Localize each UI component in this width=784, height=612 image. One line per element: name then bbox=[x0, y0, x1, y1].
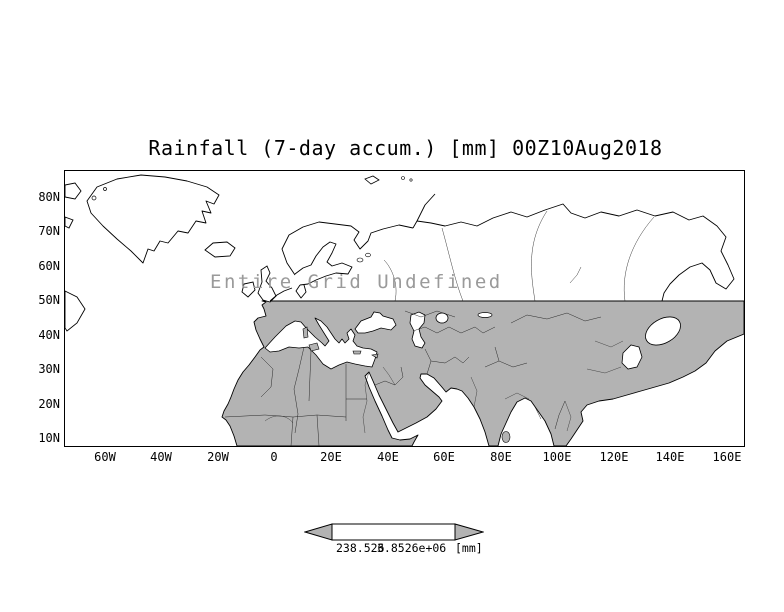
ireland-outline bbox=[241, 281, 256, 298]
colorbar-svg bbox=[304, 523, 484, 541]
sardinia-island bbox=[302, 326, 309, 339]
crete-island bbox=[352, 350, 362, 355]
cyprus-island bbox=[371, 353, 379, 359]
greenland-outline bbox=[86, 174, 220, 264]
lon-tick-label: 40W bbox=[150, 450, 172, 464]
lon-tick-label: 40E bbox=[377, 450, 399, 464]
lon-tick-label: 80E bbox=[490, 450, 512, 464]
colorbar bbox=[304, 523, 484, 541]
sri-lanka-island bbox=[501, 431, 511, 443]
lake-ladoga bbox=[356, 257, 364, 263]
canada-coast-fragments bbox=[65, 182, 86, 332]
arctic-island bbox=[91, 195, 97, 201]
lat-tick-label: 30N bbox=[38, 362, 60, 376]
siberian-rivers bbox=[383, 210, 655, 302]
yellow-sea bbox=[621, 344, 643, 370]
lon-tick-label: 120E bbox=[599, 450, 629, 464]
lat-tick-label: 20N bbox=[38, 397, 60, 411]
lon-tick-label: 20W bbox=[207, 450, 229, 464]
aral-sea bbox=[435, 312, 449, 324]
sea-of-japan bbox=[645, 316, 681, 346]
rivers-shaded-area bbox=[264, 340, 624, 434]
lon-tick-label: 60E bbox=[433, 450, 455, 464]
lon-tick-label: 60W bbox=[94, 450, 116, 464]
lat-tick-label: 70N bbox=[38, 224, 60, 238]
lon-tick-label: 140E bbox=[655, 450, 685, 464]
mediterranean-sea bbox=[264, 317, 378, 370]
lon-tick-label: 100E bbox=[542, 450, 572, 464]
sicily-island bbox=[308, 342, 320, 352]
lake-balkhash bbox=[477, 312, 493, 318]
colorbar-body bbox=[331, 523, 456, 541]
colorbar-max-label: 3.8526e+06 bbox=[377, 541, 447, 555]
lat-tick-label: 80N bbox=[38, 190, 60, 204]
arctic-island bbox=[103, 187, 107, 191]
caspian-sea bbox=[409, 311, 426, 349]
svalbard-outline bbox=[364, 175, 380, 185]
black-sea bbox=[354, 311, 397, 334]
iceland-outline bbox=[204, 241, 236, 258]
map-plot bbox=[64, 170, 745, 447]
arctic-russia-coastline bbox=[281, 193, 735, 302]
franz-josef-island bbox=[409, 178, 413, 182]
lat-tick-label: 60N bbox=[38, 259, 60, 273]
lake-onega bbox=[365, 252, 371, 258]
baltic-scandinavia-coastline bbox=[269, 241, 353, 302]
lat-tick-label: 10N bbox=[38, 431, 60, 445]
colorbar-left-arrow-icon bbox=[304, 523, 333, 541]
lon-tick-label: 160E bbox=[712, 450, 742, 464]
map-svg bbox=[65, 174, 744, 446]
colorbar-min-label: 238.526 bbox=[336, 541, 385, 555]
colorbar-unit-label: [mm] bbox=[455, 541, 483, 555]
undefined-grid-message: Entire Grid Undefined bbox=[210, 271, 503, 293]
franz-josef-island bbox=[401, 176, 405, 180]
colorbar-right-arrow-icon bbox=[454, 523, 484, 541]
lat-tick-label: 40N bbox=[38, 328, 60, 342]
lat-tick-label: 50N bbox=[38, 293, 60, 307]
lon-tick-label: 20E bbox=[320, 450, 342, 464]
lon-tick-label: 0 bbox=[270, 450, 278, 464]
figure-title: Rainfall (7-day accum.) [mm] 00Z10Aug201… bbox=[148, 136, 663, 160]
